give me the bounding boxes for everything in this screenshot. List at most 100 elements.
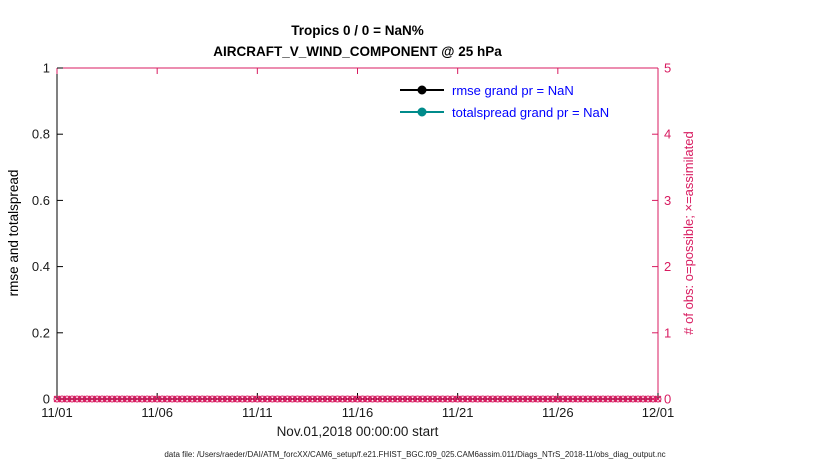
obs-possible-marker [103,395,111,403]
obs-assimilated-marker [193,395,201,403]
obs-possible-marker [524,395,532,403]
obs-possible-marker [404,395,412,403]
obs-assimilated-marker [439,395,446,403]
obs-assimilated-marker [534,395,542,403]
obs-possible-marker [554,395,562,403]
obs-possible-marker [168,395,176,403]
obs-possible-marker [639,395,647,403]
obs-assimilated-marker [454,395,462,403]
obs-assimilated-marker [168,395,176,403]
obs-assimilated-marker [143,395,151,403]
obs-assimilated-marker [514,395,522,403]
obs-possible-marker [439,395,447,403]
y-tick-label-left: 0 [43,392,50,407]
obs-assimilated-marker [654,395,662,403]
obs-possible-marker [338,395,346,403]
obs-assimilated-marker [559,395,567,403]
y-tick-label-right: 4 [664,127,671,142]
obs-assimilated-marker [158,395,166,403]
obs-assimilated-marker [163,395,171,403]
obs-assimilated-marker [309,395,316,403]
obs-possible-marker [419,395,427,403]
obs-possible-marker [434,395,442,403]
obs-possible-marker [499,395,507,403]
obs-possible-marker [258,395,266,403]
obs-possible-marker [308,395,316,403]
obs-possible-marker [544,395,552,403]
obs-possible-marker [479,395,487,403]
obs-possible-marker [539,395,547,403]
obs-assimilated-marker [594,395,602,403]
obs-assimilated-marker [469,395,477,403]
obs-assimilated-marker [223,395,231,403]
obs-assimilated-marker [324,395,331,403]
obs-possible-marker [188,395,196,403]
obs-possible-marker [619,395,627,403]
obs-possible-marker [424,395,432,403]
obs-assimilated-marker [519,395,527,403]
obs-possible-marker [263,395,271,403]
obs-possible-marker [429,395,437,403]
obs-possible-marker [193,395,201,403]
obs-assimilated-marker [238,395,246,403]
obs-assimilated-marker [93,395,101,403]
obs-assimilated-marker [649,395,657,403]
obs-assimilated-marker [98,395,106,403]
obs-possible-marker [369,395,377,403]
legend-line-marker-icon [400,85,444,95]
obs-possible-marker [93,395,101,403]
obs-assimilated-marker [419,395,426,403]
obs-possible-marker [143,395,151,403]
obs-assimilated-marker [554,395,562,403]
obs-possible-marker [449,395,457,403]
obs-possible-marker [354,395,361,403]
obs-assimilated-marker [484,395,492,403]
obs-possible-marker [218,395,226,403]
obs-possible-marker [359,395,367,403]
obs-possible-marker [153,395,161,403]
obs-possible-marker [158,395,166,403]
obs-possible-marker [343,395,351,403]
obs-possible-marker [389,395,397,403]
obs-possible-marker [609,395,617,403]
y-tick-label-left: 0.6 [32,193,50,208]
obs-assimilated-marker [63,395,71,403]
obs-assimilated-marker [524,395,532,403]
obs-possible-marker [549,395,557,403]
obs-assimilated-marker [213,395,221,403]
x-tick-label: 11/21 [442,405,474,420]
obs-possible-marker [514,395,522,403]
obs-assimilated-marker [329,395,336,403]
obs-assimilated-marker [108,395,116,403]
obs-assimilated-marker [369,395,376,403]
obs-assimilated-marker [634,395,642,403]
obs-possible-marker [519,395,527,403]
obs-assimilated-marker [589,395,597,403]
obs-possible-marker [654,395,662,403]
obs-possible-marker [624,395,632,403]
obs-possible-marker [584,395,592,403]
obs-assimilated-marker [233,395,241,403]
obs-possible-marker [504,395,512,403]
obs-possible-marker [604,395,612,403]
obs-possible-marker [233,395,241,403]
obs-marker-band [53,395,662,403]
obs-assimilated-marker [479,395,487,403]
obs-assimilated-marker [263,395,271,403]
obs-assimilated-marker [258,395,266,403]
obs-possible-marker [118,395,126,403]
obs-possible-marker [248,395,256,403]
obs-possible-marker [128,395,136,403]
obs-assimilated-marker [304,395,311,403]
obs-assimilated-marker [334,395,341,403]
obs-possible-marker [489,395,497,403]
obs-assimilated-marker [434,395,441,403]
obs-possible-marker [208,395,216,403]
obs-assimilated-marker [614,395,622,403]
obs-possible-marker [138,395,146,403]
obs-possible-marker [108,395,116,403]
y-tick-label-left: 0.4 [32,259,50,274]
obs-assimilated-marker [198,395,206,403]
obs-assimilated-marker [203,395,211,403]
